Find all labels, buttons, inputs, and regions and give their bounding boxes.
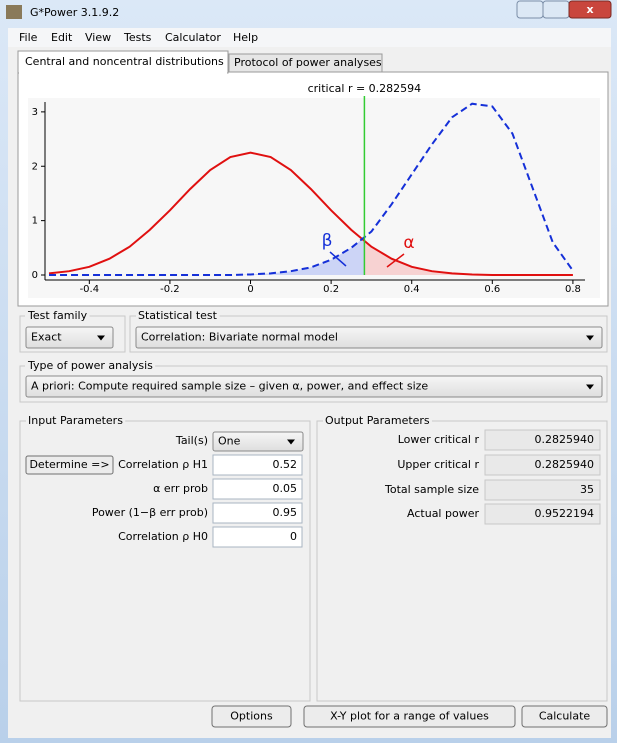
output-field (484, 429, 601, 451)
y-tick-label: 2 (32, 161, 38, 172)
menu-item[interactable]: Tests (123, 31, 152, 44)
tab[interactable] (228, 53, 383, 73)
critical-label: critical r = 0.282594 (308, 82, 422, 95)
menu-item[interactable]: View (85, 31, 111, 44)
output-field (484, 503, 601, 525)
plot-area (28, 98, 600, 298)
dropdown[interactable] (135, 326, 603, 349)
x-tick-label: 0.2 (323, 284, 339, 295)
alpha-area (364, 240, 573, 275)
output-label: Upper critical r (397, 458, 479, 471)
x-tick-label: -0.4 (80, 284, 100, 295)
tab-cover (19, 71, 227, 74)
menu-item[interactable]: Calculator (165, 31, 221, 44)
y-tick-label: 3 (32, 107, 38, 118)
menu-item[interactable]: File (19, 31, 38, 44)
close-button[interactable] (568, 0, 612, 19)
tab-label[interactable]: Protocol of power analyses (234, 56, 382, 69)
button-label[interactable]: Options (230, 710, 273, 723)
button-label[interactable]: Calculate (539, 710, 591, 723)
input-field[interactable] (212, 454, 303, 476)
alpha-pointer (386, 253, 405, 268)
app-icon (6, 5, 22, 19)
dropdown-arrow (97, 335, 105, 341)
tab-label[interactable]: Central and noncentral distributions (25, 55, 224, 68)
group-title-bg (26, 415, 126, 427)
close-icon: x (586, 3, 593, 16)
output-value: 0.2825940 (535, 433, 595, 446)
output-label: Actual power (407, 507, 479, 520)
maximize-button[interactable] (542, 0, 570, 19)
x-tick-label: 0.4 (404, 284, 420, 295)
dropdown[interactable] (25, 375, 603, 398)
input-value[interactable]: 0.52 (273, 458, 298, 471)
dropdown-arrow (586, 335, 594, 341)
distribution-line (48, 151, 573, 276)
group-box (316, 420, 608, 702)
y-tick-label: 0 (32, 270, 38, 281)
dropdown-value[interactable]: Correlation: Bivariate normal model (141, 331, 338, 344)
input-label: Correlation ρ H1 (118, 458, 208, 471)
menu-item[interactable]: Edit (51, 31, 73, 44)
beta-area (49, 237, 365, 275)
input-label: Tail(s) (175, 434, 208, 447)
output-field (484, 454, 601, 476)
input-label: α err prob (153, 482, 208, 495)
input-value[interactable]: 0.95 (273, 506, 298, 519)
input-value[interactable]: 0.05 (273, 482, 298, 495)
beta-label: β (322, 231, 333, 251)
alpha-label: α (403, 233, 414, 253)
dropdown[interactable] (212, 431, 304, 452)
dropdown-value[interactable]: One (218, 435, 241, 448)
input-value[interactable]: 0 (290, 530, 297, 543)
button[interactable] (211, 705, 292, 728)
dropdown-arrow (586, 384, 594, 390)
minimize-button[interactable] (516, 0, 544, 19)
group-box (129, 315, 608, 353)
output-value: 0.9522194 (535, 507, 595, 520)
input-label: Correlation ρ H0 (118, 530, 208, 543)
menu-bar (8, 28, 611, 47)
output-value: 35 (580, 483, 594, 496)
x-tick-label: 0.8 (565, 284, 581, 295)
button[interactable] (521, 705, 608, 728)
group-box (19, 365, 608, 403)
window-title: G*Power 3.1.9.2 (30, 6, 119, 19)
dropdown-value[interactable]: Exact (31, 331, 62, 344)
group-title-bg (25, 360, 156, 372)
output-label: Total sample size (384, 483, 479, 496)
menu-item[interactable]: Help (233, 31, 258, 44)
x-tick-label: 0.6 (484, 284, 500, 295)
group-title-bg (136, 310, 220, 322)
output-field (484, 479, 601, 501)
group-title-bg (25, 310, 90, 322)
button[interactable] (303, 705, 516, 728)
dropdown-value[interactable]: A priori: Compute required sample size –… (31, 380, 428, 393)
input-field[interactable] (212, 526, 303, 548)
distribution-line (49, 102, 574, 276)
input-label: Power (1−β err prob) (92, 506, 208, 519)
determine-button[interactable] (25, 455, 114, 475)
group-title-bg (323, 415, 432, 427)
group-title: Type of power analysis (27, 359, 153, 372)
dropdown-arrow (287, 439, 295, 445)
group-title: Output Parameters (325, 414, 430, 427)
group-box (19, 420, 311, 702)
input-field[interactable] (212, 502, 303, 524)
beta-pointer (329, 251, 347, 267)
group-title: Statistical test (138, 309, 218, 322)
x-tick-label: -0.2 (160, 284, 180, 295)
group-title: Test family (27, 309, 88, 322)
output-label: Lower critical r (398, 433, 480, 446)
dropdown[interactable] (25, 326, 114, 349)
output-value: 0.2825940 (535, 458, 595, 471)
determine-label[interactable]: Determine => (29, 458, 109, 471)
group-title: Input Parameters (28, 414, 123, 427)
y-tick-label: 1 (32, 216, 38, 227)
button-label[interactable]: X-Y plot for a range of values (330, 710, 489, 723)
input-field[interactable] (212, 478, 303, 500)
x-tick-label: 0 (247, 284, 253, 295)
